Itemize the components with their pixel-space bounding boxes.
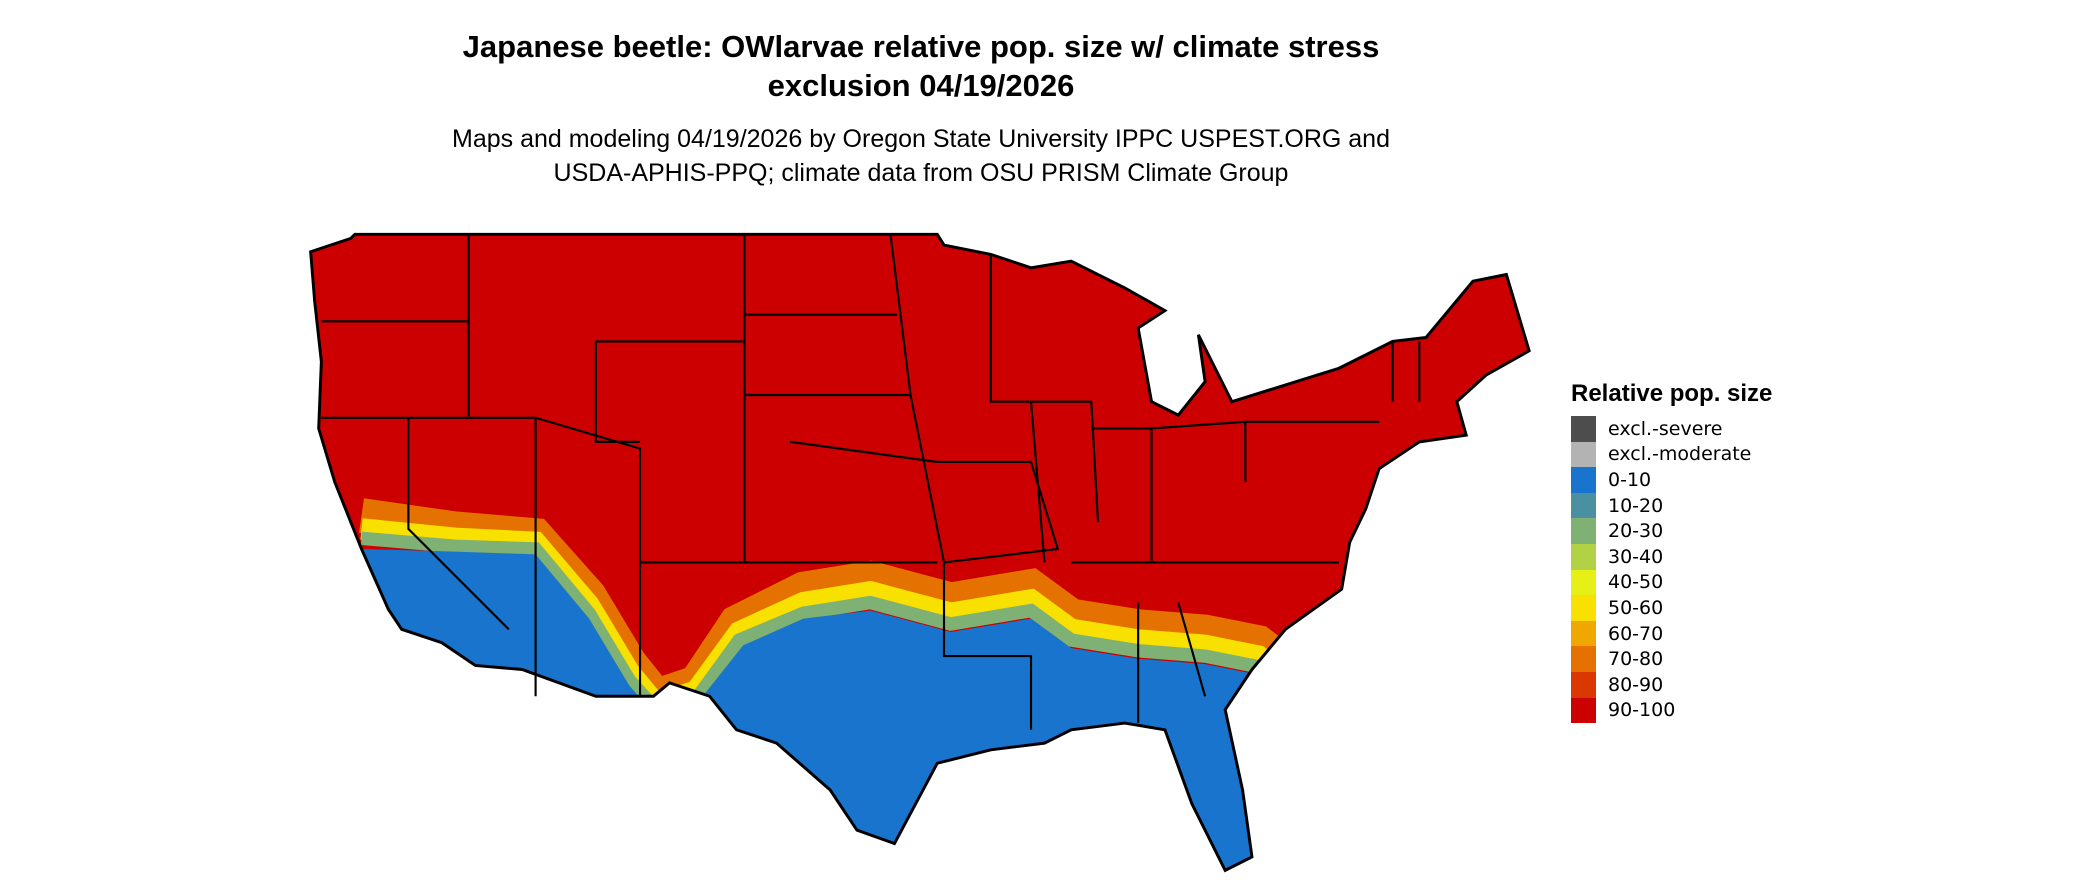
legend-item: 50-60 xyxy=(1571,595,1772,621)
legend-items: excl.-severe excl.-moderate 0-10 10-20 20-30… xyxy=(1571,416,1772,724)
legend-item: 60-70 xyxy=(1571,620,1772,647)
legend-label: 50-60 xyxy=(1608,596,1664,619)
legend-label: 0-10 xyxy=(1608,468,1652,491)
legend-swatch xyxy=(1571,441,1596,468)
map-title: Japanese beetle: OWlarvae relative pop. … xyxy=(0,27,1842,105)
legend-item: 90-100 xyxy=(1571,697,1772,724)
transition-band-green xyxy=(360,531,1290,718)
legend-swatch xyxy=(1571,543,1596,570)
legend-item: 0-10 xyxy=(1571,467,1772,493)
legend-label: 40-50 xyxy=(1608,571,1664,594)
legend-title: Relative pop. size xyxy=(1571,380,1773,407)
title-line-2: exclusion 04/19/2026 xyxy=(767,68,1075,103)
legend-item: 80-90 xyxy=(1571,671,1772,698)
title-line-1: Japanese beetle: OWlarvae relative pop. … xyxy=(462,29,1380,64)
legend-item: excl.-severe xyxy=(1571,416,1772,442)
legend-item: 40-50 xyxy=(1571,569,1772,596)
legend-swatch xyxy=(1571,620,1596,647)
legend-item: 10-20 xyxy=(1571,492,1772,519)
legend-swatch xyxy=(1571,467,1596,493)
legend-label: 90-100 xyxy=(1608,699,1676,722)
state-borders xyxy=(321,234,1421,730)
legend: Relative pop. size excl.-severe excl.-mod… xyxy=(1571,380,1773,724)
subtitle-line-1: Maps and modeling 04/19/2026 by Oregon S… xyxy=(452,125,1390,153)
legend-swatch xyxy=(1571,569,1596,596)
legend-label: 20-30 xyxy=(1608,520,1664,543)
legend-label: 30-40 xyxy=(1608,545,1664,568)
legend-swatch xyxy=(1571,646,1596,672)
legend-swatch xyxy=(1571,671,1596,698)
legend-swatch xyxy=(1571,697,1596,724)
legend-swatch xyxy=(1571,518,1596,544)
legend-label: 60-70 xyxy=(1608,622,1664,645)
subtitle-line-2: USDA-APHIS-PPQ; climate data from OSU PR… xyxy=(553,159,1289,187)
legend-swatch xyxy=(1571,595,1596,621)
legend-label: 80-90 xyxy=(1608,673,1664,696)
legend-item: 70-80 xyxy=(1571,646,1772,672)
legend-label: excl.-moderate xyxy=(1608,443,1752,466)
legend-item: 30-40 xyxy=(1571,543,1772,570)
legend-label: 10-20 xyxy=(1608,494,1664,517)
legend-label: 70-80 xyxy=(1608,648,1664,671)
legend-swatch xyxy=(1571,416,1596,442)
legend-swatch xyxy=(1571,492,1596,519)
legend-item: 20-30 xyxy=(1571,518,1772,544)
map-subtitle: Maps and modeling 04/19/2026 by Oregon S… xyxy=(0,122,1842,190)
legend-item: excl.-moderate xyxy=(1571,441,1772,468)
legend-label: excl.-severe xyxy=(1608,417,1723,440)
